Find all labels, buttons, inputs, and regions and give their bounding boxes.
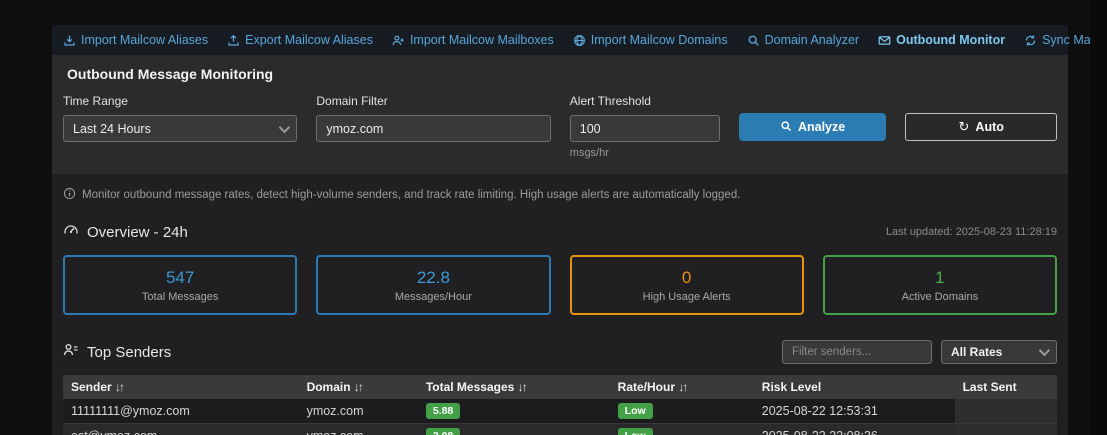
nav-domain-analyzer[interactable]: Domain Analyzer bbox=[747, 33, 860, 47]
top-senders-title-text: Top Senders bbox=[87, 344, 171, 361]
stat-value: 22.8 bbox=[417, 268, 450, 288]
refresh-icon: ↻ bbox=[959, 119, 970, 135]
user-plus-icon bbox=[392, 34, 405, 47]
top-senders-table: Sender ↓↑ Domain ↓↑ Total Messages ↓↑ Ra… bbox=[63, 375, 1057, 435]
sort-icon: ↓↑ bbox=[115, 380, 123, 394]
col-header-risk-level: Risk Level bbox=[754, 375, 955, 399]
search-icon bbox=[780, 120, 792, 135]
stat-active-domains: 1 Active Domains bbox=[823, 255, 1057, 315]
nav-item-label: Outbound Monitor bbox=[896, 33, 1005, 47]
col-header-last-sent: Last Sent bbox=[955, 375, 1057, 399]
stat-label: Total Messages bbox=[142, 291, 218, 303]
overview-title-text: Overview - 24h bbox=[87, 224, 188, 241]
nav-import-mailcow-mailboxes[interactable]: Import Mailcow Mailboxes bbox=[392, 33, 554, 47]
panel-title: Outbound Message Monitoring bbox=[63, 66, 1057, 82]
stat-value: 1 bbox=[935, 268, 944, 288]
globe-icon bbox=[573, 34, 586, 47]
chevron-down-icon bbox=[279, 121, 290, 132]
nav-item-label: Domain Analyzer bbox=[765, 33, 860, 47]
cell-last-sent bbox=[955, 399, 1057, 424]
cell-sender: 11111111@ymoz.com bbox=[63, 399, 299, 424]
nav-item-label: Import Mailcow Aliases bbox=[81, 33, 208, 47]
rate-badge: Low bbox=[618, 403, 653, 419]
domain-filter-label: Domain Filter bbox=[316, 94, 550, 108]
analyze-button[interactable]: Analyze bbox=[739, 113, 887, 141]
time-range-select[interactable]: Last 24 Hours bbox=[63, 115, 297, 142]
total-messages-badge: 2.08 bbox=[426, 428, 460, 435]
nav-export-mailcow-aliases[interactable]: Export Mailcow Aliases bbox=[227, 33, 373, 47]
envelope-icon bbox=[878, 34, 891, 47]
cell-rate-hour: Low bbox=[610, 424, 754, 435]
upload-icon bbox=[227, 34, 240, 47]
alert-threshold-label: Alert Threshold bbox=[570, 94, 720, 108]
top-senders-title: Top Senders bbox=[63, 342, 171, 362]
stat-messages-hour: 22.8 Messages/Hour bbox=[316, 255, 550, 315]
stat-high-usage-alerts: 0 High Usage Alerts bbox=[570, 255, 804, 315]
top-navbar: Import Mailcow Aliases Export Mailcow Al… bbox=[52, 25, 1068, 55]
alert-threshold-input[interactable] bbox=[570, 115, 720, 142]
vertical-scrollbar[interactable] bbox=[1090, 0, 1107, 435]
table-row[interactable]: 11111111@ymoz.com ymoz.com 5.88 Low 2025… bbox=[63, 399, 1057, 424]
sort-icon: ↓↑ bbox=[678, 380, 686, 394]
analyze-button-label: Analyze bbox=[798, 120, 845, 134]
overview-title: Overview - 24h bbox=[63, 222, 188, 242]
last-updated: Last updated: 2025-08-23 11:28:19 bbox=[886, 226, 1057, 238]
nav-import-mailcow-aliases[interactable]: Import Mailcow Aliases bbox=[63, 33, 208, 47]
auto-button[interactable]: ↻ Auto bbox=[905, 113, 1057, 141]
table-header-row: Sender ↓↑ Domain ↓↑ Total Messages ↓↑ Ra… bbox=[63, 375, 1057, 399]
rate-badge: Low bbox=[618, 428, 653, 435]
cell-domain: ymoz.com bbox=[299, 424, 418, 435]
stat-total-messages: 547 Total Messages bbox=[63, 255, 297, 315]
filter-senders-input[interactable] bbox=[782, 340, 932, 364]
gauge-icon bbox=[63, 222, 79, 242]
sort-icon: ↓↑ bbox=[354, 380, 362, 394]
stat-label: High Usage Alerts bbox=[643, 291, 731, 303]
content-card: Import Mailcow Aliases Export Mailcow Al… bbox=[52, 25, 1068, 435]
rate-filter-select[interactable]: All Rates bbox=[941, 340, 1057, 364]
nav-item-label: Import Mailcow Domains bbox=[591, 33, 728, 47]
monitor-panel: Outbound Message Monitoring Time Range L… bbox=[52, 55, 1068, 174]
table-row[interactable]: est@ymoz.com ymoz.com 2.08 Low 2025-08-2… bbox=[63, 424, 1057, 435]
cell-total-messages: 2.08 bbox=[418, 424, 610, 435]
col-header-total-messages[interactable]: Total Messages ↓↑ bbox=[418, 375, 610, 399]
chevron-down-icon bbox=[1039, 345, 1050, 356]
cell-risk-level: 2025-08-22 12:53:31 bbox=[754, 399, 955, 424]
nav-item-label: Export Mailcow Aliases bbox=[245, 33, 373, 47]
search-icon bbox=[747, 34, 760, 47]
nav-import-mailcow-domains[interactable]: Import Mailcow Domains bbox=[573, 33, 728, 47]
auto-button-label: Auto bbox=[975, 120, 1003, 134]
nav-outbound-monitor[interactable]: Outbound Monitor bbox=[878, 33, 1005, 47]
download-icon bbox=[63, 34, 76, 47]
col-header-domain[interactable]: Domain ↓↑ bbox=[299, 375, 418, 399]
info-icon bbox=[63, 187, 76, 203]
cell-total-messages: 5.88 bbox=[418, 399, 610, 424]
total-messages-badge: 5.88 bbox=[426, 403, 460, 419]
overview-stats: 547 Total Messages 22.8 Messages/Hour 0 … bbox=[63, 255, 1057, 315]
info-note-text: Monitor outbound message rates, detect h… bbox=[82, 189, 740, 201]
nav-item-label: Import Mailcow Mailboxes bbox=[410, 33, 554, 47]
col-header-rate-hour[interactable]: Rate/Hour ↓↑ bbox=[610, 375, 754, 399]
cell-last-sent bbox=[955, 424, 1057, 435]
users-icon bbox=[63, 342, 79, 362]
domain-filter-input[interactable] bbox=[316, 115, 550, 142]
cell-domain: ymoz.com bbox=[299, 399, 418, 424]
sort-icon: ↓↑ bbox=[518, 380, 526, 394]
cell-sender: est@ymoz.com bbox=[63, 424, 299, 435]
time-range-value: Last 24 Hours bbox=[73, 122, 151, 136]
cell-risk-level: 2025-08-22 22:08:36 bbox=[754, 424, 955, 435]
col-header-sender[interactable]: Sender ↓↑ bbox=[63, 375, 299, 399]
cell-rate-hour: Low bbox=[610, 399, 754, 424]
time-range-label: Time Range bbox=[63, 94, 297, 108]
alert-threshold-unit: msgs/hr bbox=[570, 147, 720, 159]
rate-filter-value: All Rates bbox=[951, 345, 1002, 359]
info-note: Monitor outbound message rates, detect h… bbox=[63, 187, 1057, 203]
stat-label: Messages/Hour bbox=[395, 291, 472, 303]
stat-value: 547 bbox=[166, 268, 194, 288]
stat-value: 0 bbox=[682, 268, 691, 288]
sync-icon bbox=[1024, 34, 1037, 47]
stat-label: Active Domains bbox=[902, 291, 978, 303]
